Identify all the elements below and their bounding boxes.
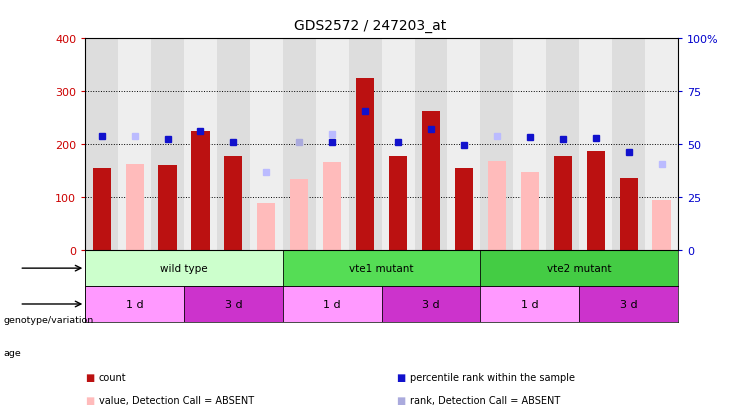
Bar	[184, 39, 217, 251]
Bar	[521, 173, 539, 251]
Bar	[488, 162, 506, 251]
Bar	[290, 179, 308, 251]
Bar	[184, 286, 283, 322]
Text: vte2 mutant: vte2 mutant	[547, 263, 611, 273]
Text: 3 d: 3 d	[422, 299, 440, 309]
Text: ■: ■	[85, 372, 94, 382]
Bar	[257, 203, 276, 251]
Bar	[389, 157, 407, 251]
Bar	[283, 286, 382, 322]
Text: ■: ■	[85, 395, 94, 405]
Text: 1 d: 1 d	[521, 299, 539, 309]
Bar	[85, 251, 283, 286]
Text: count: count	[99, 372, 126, 382]
Bar	[514, 39, 546, 251]
Bar	[382, 286, 480, 322]
Text: 1 d: 1 d	[126, 299, 144, 309]
Text: vte1 mutant: vte1 mutant	[349, 263, 414, 273]
Bar	[85, 39, 118, 251]
Bar	[579, 39, 612, 251]
Bar	[250, 39, 283, 251]
Text: ■: ■	[396, 395, 405, 405]
Text: ■: ■	[396, 372, 405, 382]
Bar	[382, 39, 414, 251]
Bar	[448, 39, 480, 251]
Bar	[125, 165, 144, 251]
Bar	[191, 132, 210, 251]
Bar	[480, 286, 579, 322]
Text: wild type: wild type	[160, 263, 207, 273]
Bar	[414, 39, 448, 251]
Text: GDS2572 / 247203_at: GDS2572 / 247203_at	[294, 19, 447, 33]
Bar	[93, 169, 110, 251]
Text: age: age	[4, 349, 21, 358]
Bar	[356, 79, 374, 251]
Text: rank, Detection Call = ABSENT: rank, Detection Call = ABSENT	[410, 395, 560, 405]
Bar	[587, 151, 605, 251]
Bar	[455, 169, 473, 251]
Text: 1 d: 1 d	[323, 299, 341, 309]
Bar	[316, 39, 349, 251]
Bar	[546, 39, 579, 251]
Text: 3 d: 3 d	[619, 299, 637, 309]
Bar	[612, 39, 645, 251]
Bar	[225, 157, 242, 251]
Bar	[349, 39, 382, 251]
Bar	[653, 200, 671, 251]
Bar	[619, 179, 638, 251]
Bar	[480, 39, 514, 251]
Bar	[480, 251, 678, 286]
Bar	[422, 112, 440, 251]
Text: percentile rank within the sample: percentile rank within the sample	[410, 372, 575, 382]
Bar	[217, 39, 250, 251]
Bar	[554, 157, 572, 251]
Bar	[283, 251, 480, 286]
Bar	[159, 166, 176, 251]
Text: genotype/variation: genotype/variation	[4, 316, 94, 325]
Bar	[118, 39, 151, 251]
Bar	[645, 39, 678, 251]
Text: 3 d: 3 d	[225, 299, 242, 309]
Bar	[323, 162, 342, 251]
Text: value, Detection Call = ABSENT: value, Detection Call = ABSENT	[99, 395, 253, 405]
Bar	[151, 39, 184, 251]
Bar	[579, 286, 678, 322]
Bar	[85, 286, 184, 322]
Bar	[283, 39, 316, 251]
